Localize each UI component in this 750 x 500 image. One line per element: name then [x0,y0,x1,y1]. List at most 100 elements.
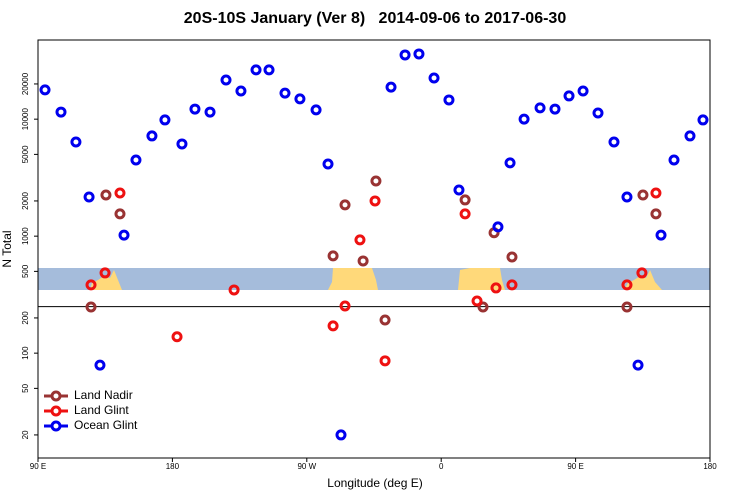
point [650,187,662,199]
land-area [90,270,122,290]
point [130,154,142,166]
point [83,191,95,203]
point [85,279,97,291]
chart-title: 20S-10S January (Ver 8) 2014-09-06 to 20… [184,10,567,27]
point [379,314,391,326]
point [114,187,126,199]
point [279,87,291,99]
point [327,320,339,332]
y-tick-label: 5000 [21,145,30,163]
point [159,114,171,126]
x-tick-label: 90 E [567,462,583,471]
point [171,331,183,343]
point [655,229,667,241]
point [518,113,530,125]
point [70,136,82,148]
point [636,267,648,279]
y-tick-label: 100 [21,346,30,360]
point [39,84,51,96]
point [506,279,518,291]
x-tick-label: 180 [166,462,180,471]
point [100,189,112,201]
point [250,64,262,76]
legend-marker [50,420,62,432]
point [176,138,188,150]
x-tick-label: 90 E [30,462,46,471]
point [684,130,696,142]
point [118,229,130,241]
point [637,189,649,201]
land-mask [38,268,710,290]
point [228,284,240,296]
x-tick-label: 90 W [297,462,316,471]
point [235,85,247,97]
y-tick-label: 2000 [21,191,30,209]
land-area [458,268,505,290]
point [379,355,391,367]
point [471,295,483,307]
point [621,301,633,313]
point [322,158,334,170]
point [577,85,589,97]
point [428,72,440,84]
y-tick-label: 200 [21,311,30,325]
point [504,157,516,169]
y-tick-label: 50 [21,383,30,392]
x-tick-label: 180 [703,462,717,471]
point [534,102,546,114]
point [621,279,633,291]
point [490,282,502,294]
point [335,429,347,441]
legend-marker [50,405,62,417]
point [146,130,158,142]
point [668,154,680,166]
point [339,300,351,312]
point [608,136,620,148]
plot-frame [37,39,711,459]
point [114,208,126,220]
point [492,221,504,233]
legend-label: Land Glint [74,403,129,417]
point [549,103,561,115]
point [477,301,489,313]
point [506,251,518,263]
point [55,106,67,118]
point [339,199,351,211]
point [263,64,275,76]
point [99,267,111,279]
y-tick-label: 20000 [21,72,30,95]
point [294,93,306,105]
y-tick-label: 20 [21,430,30,439]
point [327,250,339,262]
point [189,103,201,115]
land-area [328,268,378,290]
point [453,184,465,196]
x-tick-label: 0 [439,462,444,471]
point [85,301,97,313]
point [94,359,106,371]
land-area [624,270,662,290]
x-axis-label: Longitude (deg E) [327,476,422,490]
point [592,107,604,119]
legend-label: Land Nadir [74,388,133,402]
point [369,195,381,207]
point [310,104,322,116]
point [385,81,397,93]
point [632,359,644,371]
point [399,49,411,61]
point [413,48,425,60]
point [621,191,633,203]
point [357,255,369,267]
legend-marker [50,390,62,402]
point [220,74,232,86]
point [459,208,471,220]
point [650,208,662,220]
point [563,90,575,102]
point [697,114,709,126]
point [354,234,366,246]
point [370,175,382,187]
point [443,94,455,106]
point [459,194,471,206]
y-axis-label: N Total [0,230,14,267]
